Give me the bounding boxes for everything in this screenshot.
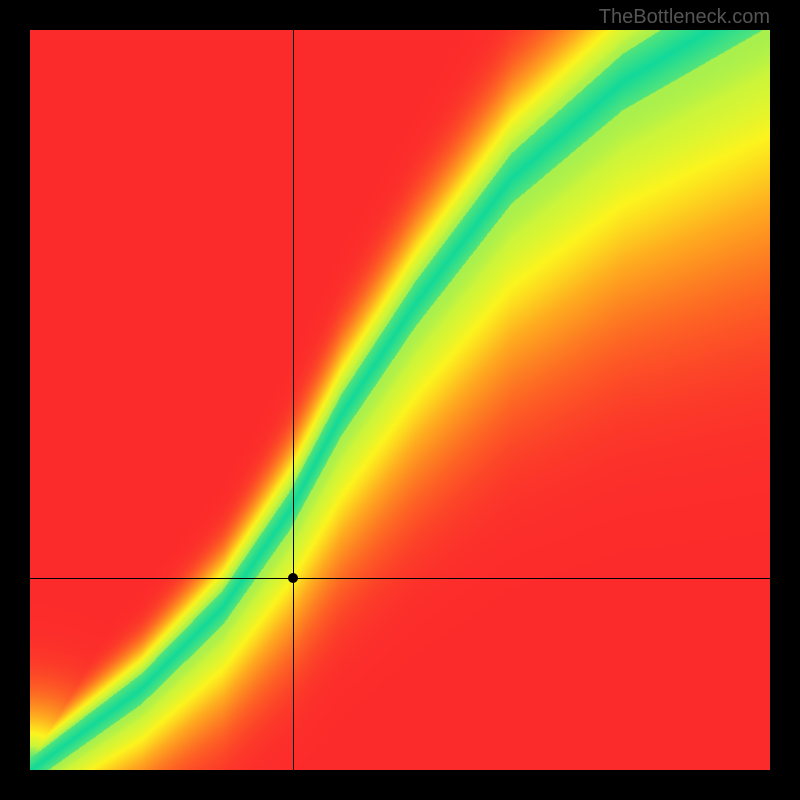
heatmap-canvas [30, 30, 770, 770]
watermark-text: TheBottleneck.com [599, 6, 770, 29]
crosshair-marker-dot [288, 573, 298, 583]
crosshair-horizontal [30, 578, 770, 579]
crosshair-vertical [293, 30, 294, 770]
plot-area [30, 30, 770, 770]
